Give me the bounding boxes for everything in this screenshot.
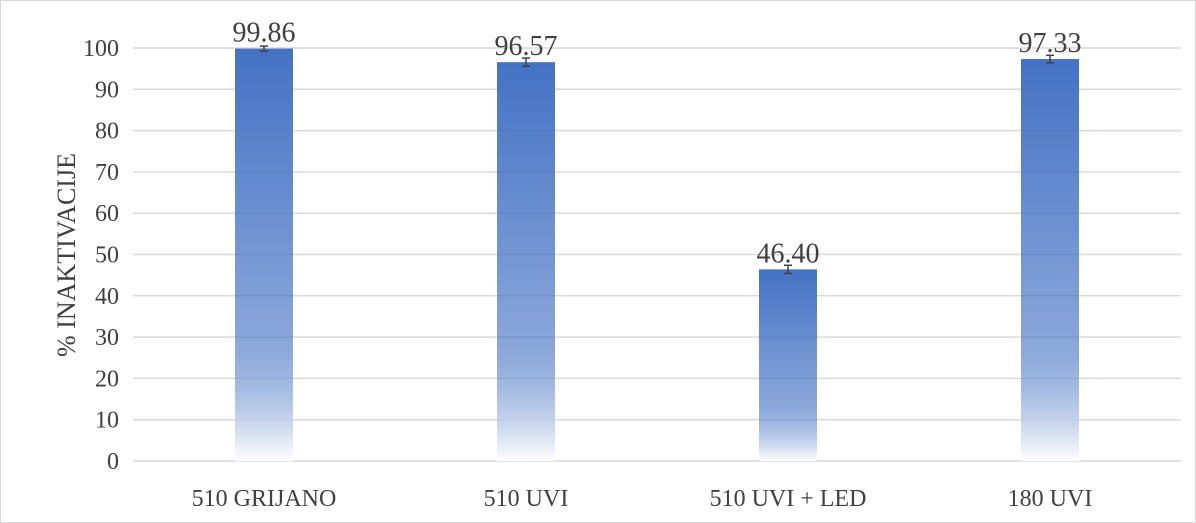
x-tick-label: 180 UVI (1008, 486, 1093, 512)
y-tick-label: 30 (95, 325, 119, 351)
error-bars (260, 46, 1054, 273)
y-tick-label: 40 (95, 284, 119, 310)
x-tick-label: 510 UVI + LED (710, 486, 867, 512)
x-tick-label: 510 GRIJANO (192, 486, 337, 512)
bar (1021, 59, 1079, 461)
y-tick-label: 20 (95, 366, 119, 392)
y-tick-label: 90 (95, 77, 119, 103)
x-tick-label: 510 UVI (484, 486, 569, 512)
y-axis-title: % INAKTIVACIJE (52, 153, 81, 357)
y-tick-label: 70 (95, 160, 119, 186)
data-labels: 99.86 96.57 46.40 97.33 (233, 18, 1082, 270)
bar (235, 49, 293, 461)
bar (497, 62, 555, 461)
y-tick-label: 100 (83, 36, 119, 62)
y-tick-label: 60 (95, 201, 119, 227)
y-tick-label: 0 (107, 449, 119, 475)
data-label: 97.33 (1019, 28, 1082, 59)
x-axis-ticks: 510 GRIJANO 510 UVI 510 UVI + LED 180 UVI (192, 486, 1093, 512)
y-tick-label: 80 (95, 119, 119, 145)
data-label: 99.86 (233, 18, 296, 49)
data-label: 46.40 (757, 238, 820, 269)
y-tick-label: 50 (95, 243, 119, 269)
bar (759, 269, 817, 461)
y-axis-ticks: 0 10 20 30 40 50 60 70 80 90 100 (83, 36, 119, 475)
data-label: 96.57 (495, 31, 558, 62)
y-tick-label: 10 (95, 408, 119, 434)
